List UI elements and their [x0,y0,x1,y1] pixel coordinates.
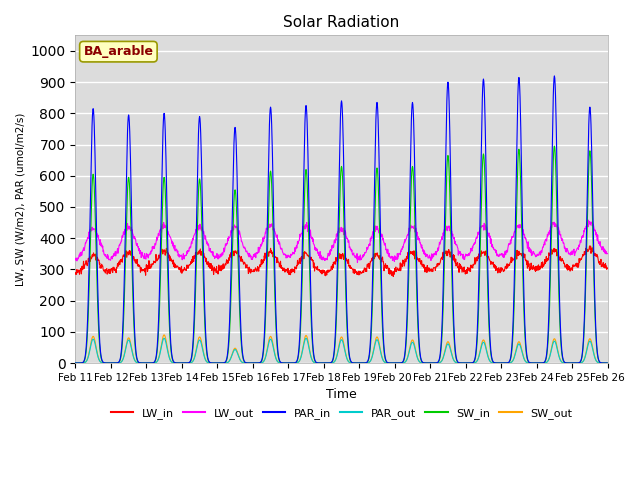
SW_in [72,360,79,366]
SW_out [72,360,79,366]
Line: PAR_out: PAR_out [76,338,607,363]
LW_out [604,251,611,256]
Title: Solar Radiation: Solar Radiation [284,15,399,30]
PAR_out [604,360,611,366]
LW_out [541,239,548,245]
PAR_in [424,360,431,366]
X-axis label: Time: Time [326,388,357,401]
Line: LW_out: LW_out [76,220,607,263]
SW_out [493,360,501,366]
LW_in [604,266,611,272]
Y-axis label: LW, SW (W/m2), PAR (umol/m2/s): LW, SW (W/m2), PAR (umol/m2/s) [15,112,25,286]
LW_out [250,254,257,260]
Line: SW_in: SW_in [76,146,607,363]
PAR_in [177,360,184,366]
Legend: LW_in, LW_out, PAR_in, PAR_out, SW_in, SW_out: LW_in, LW_out, PAR_in, PAR_out, SW_in, S… [106,403,577,423]
SW_in [540,360,548,365]
LW_in [541,262,548,267]
SW_out [177,360,185,366]
LW_out [584,217,592,223]
SW_out [190,356,198,361]
PAR_out [177,360,185,366]
PAR_in [190,327,198,333]
LW_in [177,266,184,272]
PAR_in [72,360,79,366]
Line: PAR_in: PAR_in [76,76,607,363]
SW_in [177,360,184,366]
PAR_in [493,360,501,366]
PAR_out [493,360,501,366]
SW_in [190,335,198,341]
SW_in [550,143,558,149]
PAR_in [604,360,611,366]
PAR_out [250,360,257,366]
LW_in [190,259,198,264]
LW_out [424,255,432,261]
SW_out [604,360,611,366]
PAR_in [250,360,257,366]
PAR_in [540,360,548,365]
LW_out [353,260,361,265]
LW_out [177,253,184,259]
LW_out [493,252,501,257]
PAR_out [424,360,432,366]
SW_out [424,360,432,366]
LW_in [72,271,79,277]
SW_in [493,360,501,366]
PAR_in [550,73,558,79]
LW_in [586,243,593,249]
SW_in [604,360,611,366]
SW_out [541,360,548,366]
LW_out [190,233,198,239]
Line: SW_out: SW_out [76,335,607,363]
PAR_out [541,360,548,366]
SW_out [250,360,257,366]
PAR_out [160,336,168,341]
LW_in [389,274,397,279]
SW_out [160,332,168,338]
PAR_out [190,356,198,362]
Text: BA_arable: BA_arable [83,45,154,58]
LW_in [493,266,501,272]
LW_in [250,269,257,275]
SW_in [250,360,257,366]
LW_in [424,265,432,271]
Line: LW_in: LW_in [76,246,607,276]
LW_out [72,256,79,262]
PAR_out [72,360,79,366]
SW_in [424,360,431,366]
